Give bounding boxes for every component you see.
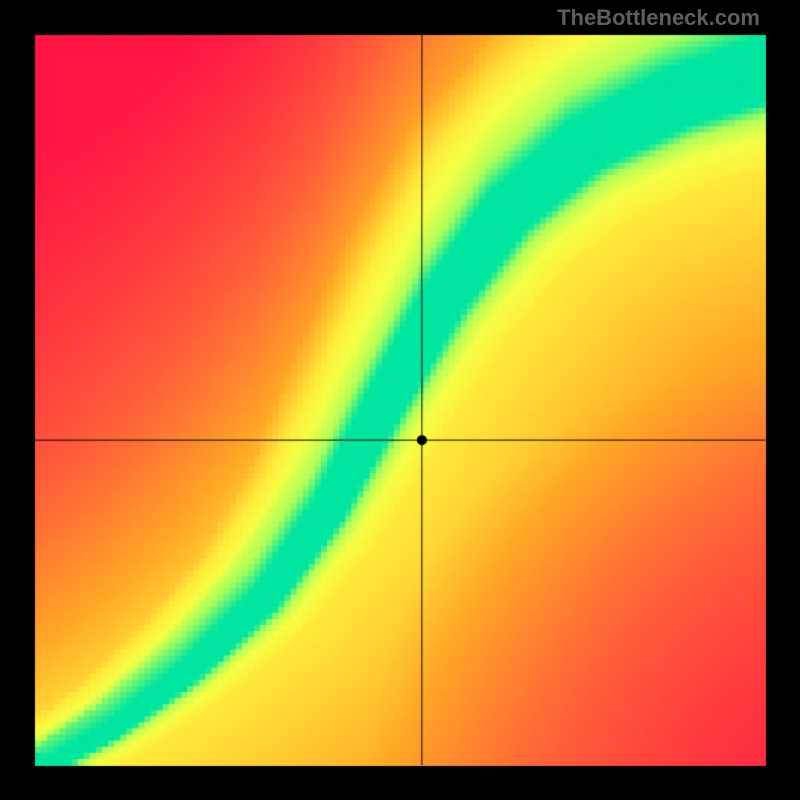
watermark-text: TheBottleneck.com: [557, 5, 760, 31]
bottleneck-heatmap: [0, 0, 800, 800]
chart-container: TheBottleneck.com: [0, 0, 800, 800]
